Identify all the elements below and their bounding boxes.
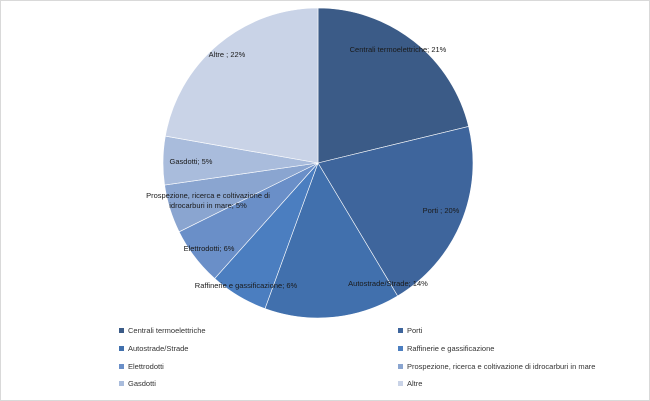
pie-slice-1 [317, 7, 469, 164]
pie-data-labels: Centrali termoelettriche; 21% Porti ; 20%… [146, 45, 460, 290]
pie-slice-8 [165, 7, 319, 164]
pie-slice-2 [317, 126, 474, 297]
pie-data-label-7: Gasdotti; 5% [170, 157, 213, 166]
pie-data-label-1: Centrali termoelettriche; 21% [350, 45, 447, 54]
pie-data-label-2: Porti ; 20% [423, 206, 460, 215]
pie-data-label-3: Autostrade/Strade; 14% [348, 279, 428, 288]
pie-slices [162, 7, 474, 319]
pie-data-label-4: Raffinerie e gassificazione; 6% [195, 281, 298, 290]
pie-data-label-5: Elettrodotti; 6% [184, 244, 235, 253]
pie-data-label-8: Altre ; 22% [209, 50, 246, 59]
pie-slice-3 [264, 162, 399, 319]
pie-data-label-6: Prospezione, ricerca e coltivazione di id… [146, 191, 270, 210]
